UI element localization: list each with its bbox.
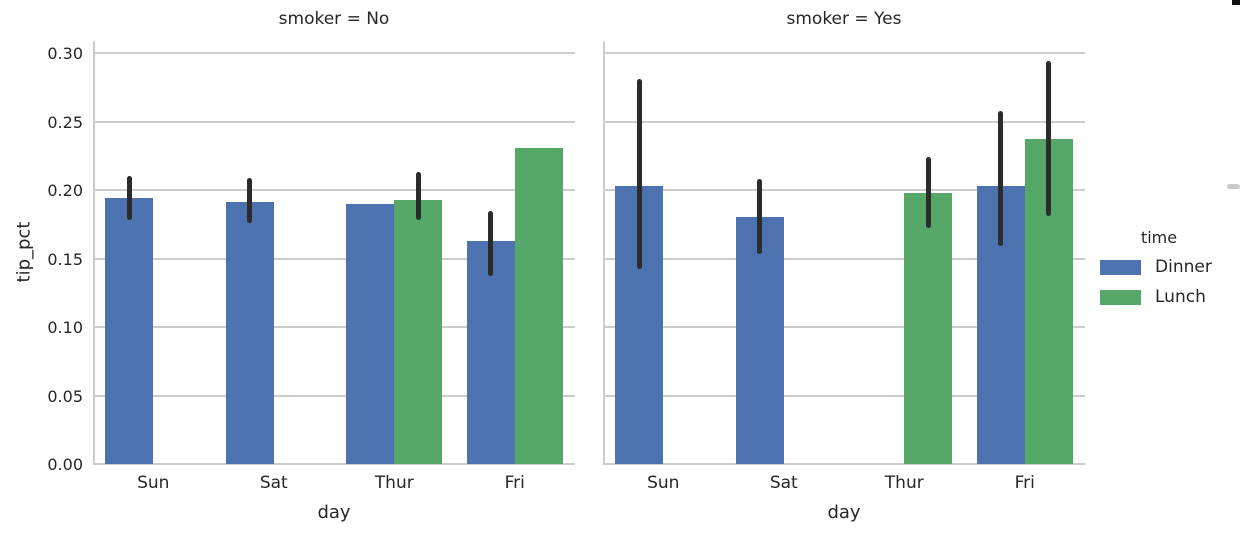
gridline-yes-0.20 — [603, 189, 1085, 191]
errorbar-no-fri-dinner — [488, 210, 494, 277]
legend-label-dinner: Dinner — [1155, 257, 1212, 277]
y-tick-0.00: 0.00 — [47, 455, 83, 474]
y-tick-0.05: 0.05 — [47, 386, 83, 406]
plot-area-smoker-yes — [603, 41, 1085, 465]
gridline-no-0.10 — [93, 326, 575, 328]
legend: time Dinner Lunch — [1098, 228, 1228, 316]
x-tick-yes-sat: Sat — [769, 473, 798, 493]
bar-no-fri-lunch — [514, 147, 563, 464]
plot-area-smoker-no — [93, 41, 575, 465]
screen-artifact-right-edge — [1227, 184, 1240, 189]
x-tick-no-sun: Sun — [137, 473, 170, 493]
gridline-yes-0.00 — [603, 463, 1085, 465]
x-axis-label-right: day — [827, 502, 861, 523]
legend-label-lunch: Lunch — [1155, 287, 1206, 307]
gridline-yes-0.05 — [603, 394, 1085, 397]
errorbar-no-sat-dinner — [247, 177, 253, 223]
y-axis-spine-no — [93, 41, 95, 464]
y-tick-0.10: 0.10 — [47, 318, 83, 337]
errorbar-yes-thur-lunch — [925, 157, 931, 229]
x-tick-no-thur: Thur — [374, 473, 414, 493]
errorbar-no-thur-lunch — [415, 172, 421, 221]
y-tick-0.15: 0.15 — [47, 249, 83, 269]
y-tick-0.25: 0.25 — [47, 112, 83, 132]
errorbar-yes-sun-dinner — [636, 79, 642, 270]
errorbar-yes-fri-dinner — [998, 110, 1004, 247]
y-axis-spine-yes — [603, 41, 605, 464]
gridline-no-0.30 — [93, 52, 575, 54]
gridline-no-0.15 — [93, 257, 575, 260]
errorbar-no-sun-dinner — [126, 176, 132, 221]
errorbar-yes-sat-dinner — [757, 179, 763, 255]
gridline-no-0.05 — [93, 394, 575, 397]
legend-title: time — [1140, 228, 1178, 247]
facet-title-smoker-no: smoker = No — [278, 9, 390, 29]
gridline-no-0.20 — [93, 189, 575, 191]
legend-swatch-lunch — [1100, 289, 1141, 305]
gridline-no-0.00 — [93, 463, 575, 465]
legend-item-dinner: Dinner — [1098, 256, 1228, 278]
y-tick-0.20: 0.20 — [47, 181, 83, 200]
x-tick-no-sat: Sat — [259, 473, 288, 493]
bar-no-thur-dinner — [346, 203, 395, 464]
bar-yes-thur-lunch — [904, 192, 953, 464]
gridline-yes-0.25 — [603, 120, 1085, 123]
errorbar-yes-fri-lunch — [1046, 61, 1052, 217]
gridline-yes-0.10 — [603, 326, 1085, 328]
bar-no-fri-dinner — [466, 240, 515, 464]
gridline-yes-0.15 — [603, 257, 1085, 260]
legend-item-lunch: Lunch — [1098, 286, 1228, 308]
bar-yes-sat-dinner — [735, 217, 784, 464]
gridline-no-0.25 — [93, 120, 575, 123]
screen-artifact-top-right — [1232, 0, 1240, 5]
x-tick-yes-fri: Fri — [1014, 473, 1035, 493]
gridline-yes-0.30 — [603, 52, 1085, 54]
x-tick-yes-sun: Sun — [647, 473, 680, 493]
facet-title-smoker-yes: smoker = Yes — [786, 9, 902, 29]
x-tick-yes-thur: Thur — [884, 473, 924, 493]
bar-no-thur-lunch — [394, 199, 443, 464]
y-tick-0.30: 0.30 — [47, 44, 83, 63]
bar-no-sun-dinner — [105, 198, 154, 464]
legend-swatch-dinner — [1100, 259, 1141, 275]
x-tick-no-fri: Fri — [504, 473, 525, 493]
x-axis-label-left: day — [317, 502, 351, 523]
bar-no-sat-dinner — [225, 202, 274, 464]
